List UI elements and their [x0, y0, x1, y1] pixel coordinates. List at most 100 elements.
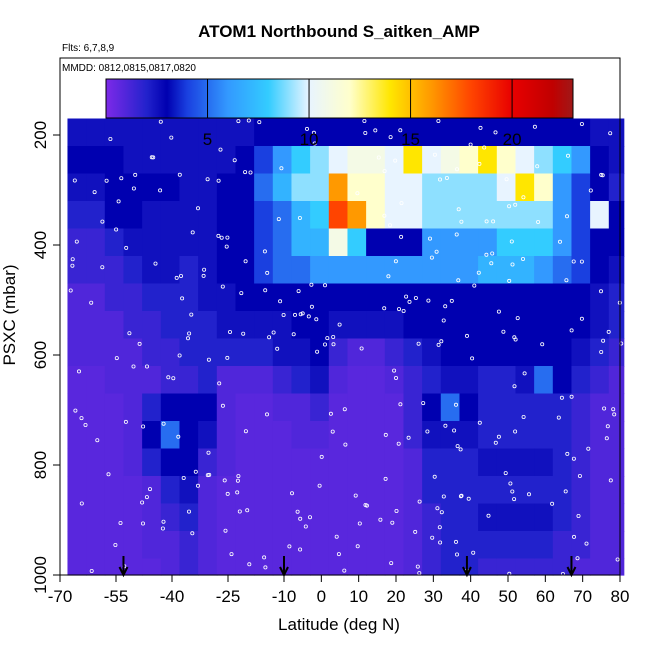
heatmap-cell: [328, 173, 349, 202]
sample-point: [292, 312, 297, 317]
x-tick-label: -25: [216, 587, 241, 606]
heatmap-cell: [440, 201, 461, 230]
sample-point: [484, 219, 489, 224]
sample-point: [218, 147, 223, 152]
sample-point: [225, 235, 230, 240]
sample-point: [601, 338, 606, 343]
sample-point: [490, 251, 495, 256]
heatmap-cell: [459, 421, 479, 450]
heatmap-cell: [422, 118, 442, 147]
heatmap-cell: [478, 173, 498, 202]
sample-point: [70, 263, 75, 268]
heatmap-cell: [478, 283, 498, 312]
sample-point: [436, 342, 441, 347]
heatmap-cell: [384, 558, 405, 576]
heatmap-cell: [198, 366, 218, 395]
heatmap-cell: [608, 476, 625, 505]
heatmap-cell: [347, 421, 367, 450]
heatmap-cell: [440, 338, 461, 367]
heatmap-cell: [86, 366, 106, 395]
heatmap-cell: [478, 393, 498, 422]
heatmap-cell: [534, 421, 554, 450]
heatmap-cell: [160, 421, 181, 450]
heatmap-cell: [179, 421, 199, 450]
heatmap-cell: [104, 201, 125, 230]
sample-point: [521, 256, 526, 261]
heatmap-cell: [459, 338, 479, 367]
heatmap-cell: [534, 146, 554, 175]
heatmap-cell: [291, 283, 311, 312]
heatmap-cell: [478, 146, 498, 175]
heatmap-cell: [198, 338, 218, 367]
sample-point: [114, 227, 119, 232]
heatmap-cell: [67, 448, 87, 477]
sample-point: [476, 270, 481, 275]
heatmap-cell: [422, 393, 442, 422]
sample-point: [453, 539, 458, 544]
sample-point: [225, 491, 230, 496]
heatmap-cell: [552, 256, 573, 285]
heatmap-cell: [552, 531, 573, 560]
sample-point: [267, 335, 272, 340]
heatmap-cell: [198, 283, 218, 312]
heatmap-cell: [254, 146, 274, 175]
heatmap-cell: [67, 256, 87, 285]
heatmap-cell: [310, 201, 330, 230]
sample-point: [219, 235, 224, 240]
heatmap-cell: [440, 476, 461, 505]
heatmap-cell: [571, 393, 591, 422]
sample-point: [190, 531, 195, 536]
sample-point: [560, 572, 565, 577]
sample-point: [399, 201, 404, 206]
sample-point: [439, 510, 444, 515]
sample-point: [243, 259, 248, 264]
heatmap-cell: [254, 503, 274, 532]
sample-point: [493, 130, 498, 135]
sample-point: [470, 356, 475, 361]
heatmap-cell: [552, 228, 573, 257]
heatmap-cell: [608, 228, 625, 257]
sample-point: [106, 472, 111, 477]
heatmap-cell: [291, 366, 311, 395]
heatmap-cell: [160, 503, 181, 532]
heatmap-cell: [590, 283, 610, 312]
heatmap-cell: [496, 448, 517, 477]
heatmap-cell: [608, 448, 625, 477]
heatmap-cell: [478, 201, 498, 230]
heatmap-cell: [67, 531, 87, 560]
sample-point: [79, 416, 84, 421]
heatmap-cell: [534, 201, 554, 230]
heatmap-cell: [198, 448, 218, 477]
x-tick-label: 60: [536, 587, 555, 606]
sample-point: [108, 136, 113, 141]
sample-point: [127, 331, 132, 336]
heatmap-cell: [534, 476, 554, 505]
heatmap-cell: [384, 448, 405, 477]
heatmap-cell: [422, 476, 442, 505]
sample-point: [489, 261, 494, 266]
colorbar: 5 10 15 20: [105, 78, 574, 149]
x-tick-label: -70: [48, 587, 73, 606]
heatmap-cell: [123, 228, 143, 257]
sample-point: [312, 141, 317, 146]
heatmap-cell: [590, 531, 610, 560]
heatmap-cell: [67, 311, 87, 340]
heatmap-cell: [534, 311, 554, 340]
heatmap-cell: [328, 338, 349, 367]
sample-point: [300, 311, 305, 316]
sample-point: [387, 223, 392, 228]
heatmap-cell: [272, 311, 293, 340]
heatmap-cell: [104, 256, 125, 285]
sample-point: [439, 339, 444, 344]
heatmap-cell: [422, 311, 442, 340]
heatmap-cell: [310, 173, 330, 202]
heatmap-cell: [235, 531, 255, 560]
heatmap-cell: [123, 393, 143, 422]
sample-point: [571, 259, 576, 264]
heatmap-cell: [478, 256, 498, 285]
sample-point: [579, 259, 584, 264]
sample-point: [535, 164, 540, 169]
heatmap-cell: [198, 118, 218, 147]
heatmap-cell: [347, 476, 367, 505]
sample-point: [599, 172, 604, 177]
